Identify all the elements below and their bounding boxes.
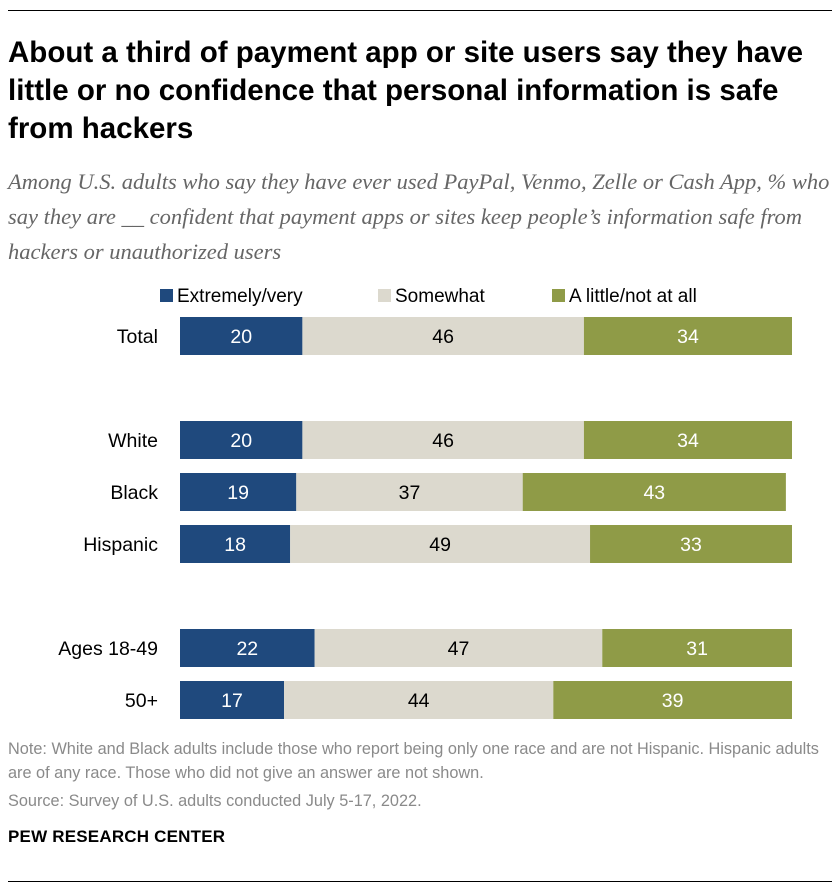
- bar-segment-black-a-little-not-at-all: [522, 473, 786, 511]
- data-label-hispanic-somewhat: 49: [429, 534, 451, 556]
- bar-row-total: Total 20 46 34: [117, 317, 792, 355]
- data-label-total-extremely-very: 20: [230, 326, 252, 348]
- legend-swatch-extremely-very: [160, 289, 173, 302]
- bar-segment-ages-18-49-somewhat: [314, 629, 603, 667]
- data-label-white-a-little-not-at-all: 34: [677, 430, 699, 452]
- bar-row-ages-18-49: Ages 18-49 22 47 31: [58, 629, 792, 667]
- bar-segment-total-somewhat: [302, 317, 584, 355]
- data-label-ages-18-49-extremely-very: 22: [236, 638, 258, 660]
- bar-row-black: Black 19 37 43: [110, 473, 786, 511]
- top-rule: [8, 10, 832, 11]
- bar-segment-total-extremely-very: [180, 317, 303, 355]
- data-label-black-extremely-very: 19: [227, 482, 249, 504]
- bottom-rule: [8, 881, 832, 882]
- bar-row-hispanic: Hispanic 18 49 33: [83, 525, 792, 563]
- category-label-hispanic: Hispanic: [83, 534, 158, 556]
- bar-segment-black-somewhat: [296, 473, 523, 511]
- bar-segment-50-somewhat: [284, 681, 554, 719]
- data-label-50-somewhat: 44: [408, 690, 430, 712]
- bar-segment-white-extremely-very: [180, 421, 303, 459]
- data-label-total-a-little-not-at-all: 34: [677, 326, 699, 348]
- data-label-ages-18-49-somewhat: 47: [448, 638, 470, 660]
- data-label-ages-18-49-a-little-not-at-all: 31: [686, 638, 708, 660]
- bar-segment-hispanic-a-little-not-at-all: [590, 525, 792, 563]
- stacked-bar-chart: Extremely/very Somewhat A little/not at al…: [58, 286, 792, 719]
- data-label-white-extremely-very: 20: [230, 430, 252, 452]
- bar-segment-total-a-little-not-at-all: [583, 317, 792, 355]
- category-label-white: White: [108, 430, 158, 452]
- legend-swatch-a-little-not-at-all: [552, 289, 565, 302]
- chart-subtitle: Among U.S. adults who say they have ever…: [8, 169, 830, 264]
- pew-research-center-logo: PEW RESEARCH CENTER: [8, 827, 226, 846]
- bar-segment-50-a-little-not-at-all: [553, 681, 792, 719]
- chart-legend: Extremely/very Somewhat A little/not at al…: [160, 286, 697, 307]
- legend-item-extremely-very: Extremely/very: [160, 286, 303, 307]
- chart-rows: Total 20 46 34 White 20 46 34 Black 19 37 43 Hispani…: [58, 317, 792, 719]
- legend-item-a-little-not-at-all: A little/not at all: [552, 286, 697, 307]
- bar-segment-white-somewhat: [302, 421, 584, 459]
- legend-label-extremely-very: Extremely/very: [177, 286, 303, 307]
- category-label-50: 50+: [125, 690, 158, 712]
- bar-segment-ages-18-49-a-little-not-at-all: [602, 629, 792, 667]
- data-label-50-a-little-not-at-all: 39: [662, 690, 684, 712]
- bar-segment-white-a-little-not-at-all: [583, 421, 792, 459]
- bar-segment-hispanic-somewhat: [290, 525, 591, 563]
- data-label-white-somewhat: 46: [432, 430, 454, 452]
- legend-item-somewhat: Somewhat: [378, 286, 485, 307]
- bar-row-50: 50+ 17 44 39: [125, 681, 792, 719]
- data-label-total-somewhat: 46: [432, 326, 454, 348]
- chart-source: Source: Survey of U.S. adults conducted …: [8, 792, 422, 810]
- bar-segment-black-extremely-very: [180, 473, 297, 511]
- legend-swatch-somewhat: [378, 289, 391, 302]
- category-label-total: Total: [117, 326, 158, 348]
- chart-note: Note: White and Black adults include tho…: [8, 740, 819, 782]
- chart-title: About a third of payment app or site use…: [8, 36, 804, 145]
- bar-segment-ages-18-49-extremely-very: [180, 629, 315, 667]
- data-label-50-extremely-very: 17: [221, 690, 243, 712]
- category-label-ages-18-49: Ages 18-49: [58, 638, 158, 660]
- legend-label-somewhat: Somewhat: [395, 286, 485, 307]
- data-label-hispanic-extremely-very: 18: [224, 534, 246, 556]
- category-label-black: Black: [110, 482, 158, 504]
- legend-label-a-little-not-at-all: A little/not at all: [569, 286, 697, 307]
- data-label-hispanic-a-little-not-at-all: 33: [680, 534, 702, 556]
- data-label-black-somewhat: 37: [399, 482, 421, 504]
- bar-row-white: White 20 46 34: [108, 421, 792, 459]
- bar-segment-50-extremely-very: [180, 681, 285, 719]
- data-label-black-a-little-not-at-all: 43: [643, 482, 665, 504]
- bar-segment-hispanic-extremely-very: [180, 525, 291, 563]
